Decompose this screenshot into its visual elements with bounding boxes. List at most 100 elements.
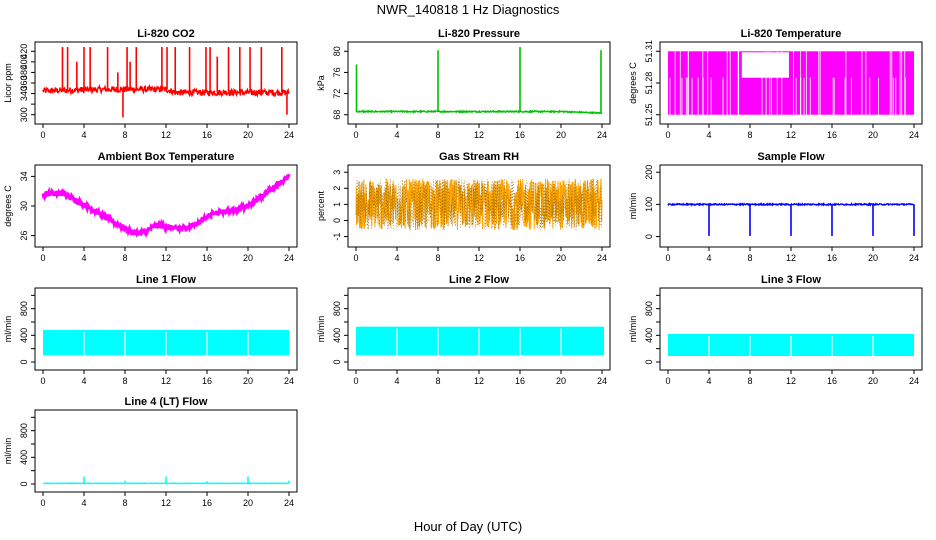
- y-tick-label: 30: [19, 201, 29, 211]
- y-axis-label: ml/min: [3, 316, 13, 343]
- x-tick-label: 20: [243, 130, 253, 140]
- x-tick-label: 16: [202, 376, 212, 386]
- y-tick-label: 0: [332, 218, 342, 223]
- y-tick-label: 300: [19, 107, 29, 122]
- panel-8: Line 3 Flow ml/min 0 4 8 12 16 20 24 0 400 800: [628, 274, 923, 386]
- x-tick-label: 12: [161, 253, 171, 263]
- x-tick-label: 12: [161, 376, 171, 386]
- y-tick-label: 68: [332, 110, 342, 120]
- panel-title: Gas Stream RH: [439, 151, 519, 163]
- plot-box: [34, 287, 298, 371]
- x-tick-label: 0: [40, 498, 45, 508]
- x-tick-label: 8: [435, 253, 440, 263]
- x-tick-label: 20: [556, 253, 566, 263]
- panel-0: Li-820 CO2 Licor ppm 0 4 8 12 16 20 24 300 3403603…: [3, 28, 298, 140]
- x-tick-label: 4: [81, 498, 86, 508]
- plot-box: [34, 164, 298, 248]
- series: [356, 326, 605, 356]
- y-tick-label: 100: [644, 197, 654, 212]
- x-tick-label: 8: [122, 130, 127, 140]
- x-tick-label: 0: [40, 130, 45, 140]
- x-tick-label: 8: [122, 376, 127, 386]
- y-axis-label: kPa: [316, 75, 326, 91]
- panel-title: Li-820 Pressure: [438, 28, 520, 40]
- y-tick-label: 2: [332, 186, 342, 191]
- y-axis-label: Licor ppm: [3, 63, 13, 103]
- panel-7: Line 2 Flow ml/min 0 4 8 12 16 20 24 0 400 800: [316, 274, 611, 386]
- x-tick-label: 12: [786, 130, 796, 140]
- x-tick-label: 12: [161, 130, 171, 140]
- y-tick-label: 400: [644, 328, 654, 343]
- x-tick-label: 20: [243, 376, 253, 386]
- x-tick-label: 12: [474, 130, 484, 140]
- y-tick-label: 420: [19, 44, 29, 59]
- x-tick-label: 16: [202, 253, 212, 263]
- y-tick-label: 800: [332, 301, 342, 316]
- x-tick-label: 16: [202, 130, 212, 140]
- y-tick-label: 400: [19, 328, 29, 343]
- y-tick-label: 0: [19, 359, 29, 364]
- x-tick-label: 16: [827, 130, 837, 140]
- y-tick-label: 0: [19, 481, 29, 486]
- panel-title: Li-820 CO2: [137, 28, 194, 40]
- y-tick-label: 1: [332, 202, 342, 207]
- x-tick-label: 20: [243, 253, 253, 263]
- x-tick-label: 24: [597, 376, 607, 386]
- y-tick-label: 51.28: [644, 72, 654, 95]
- x-tick-label: 24: [284, 253, 294, 263]
- x-tick-label: 4: [706, 130, 711, 140]
- y-tick-label: 0: [644, 359, 654, 364]
- series: [42, 47, 290, 118]
- x-tick-label: 12: [474, 253, 484, 263]
- series-line: [355, 109, 602, 115]
- y-tick-label: 51.25: [644, 103, 654, 126]
- y-tick-label: 0: [332, 359, 342, 364]
- panel-2: Li-820 Temperature degrees C 0 4 8 12 16 20 24 51…: [628, 28, 923, 140]
- panel-title: Line 4 (LT) Flow: [125, 396, 208, 408]
- y-tick-label: 400: [332, 328, 342, 343]
- x-tick-label: 4: [706, 376, 711, 386]
- y-axis-label: ml/min: [628, 316, 638, 343]
- band-lower: [741, 77, 789, 112]
- panel-9: Line 4 (LT) Flow ml/min 0 4 8 12 16 20 24 0 400 800: [3, 396, 298, 508]
- series: [355, 47, 602, 115]
- y-tick-label: 800: [19, 301, 29, 316]
- x-tick-label: 24: [909, 130, 919, 140]
- y-tick-label: 0: [644, 234, 654, 239]
- x-tick-label: 12: [474, 376, 484, 386]
- y-tick-label: 51.31: [644, 40, 654, 63]
- series-line: [41, 173, 291, 239]
- x-tick-label: 0: [353, 130, 358, 140]
- x-tick-label: 0: [353, 376, 358, 386]
- x-tick-label: 0: [665, 376, 670, 386]
- series: [43, 330, 289, 356]
- x-tick-label: 20: [868, 253, 878, 263]
- figure-title: NWR_140818 1 Hz Diagnostics: [377, 2, 560, 17]
- series-line: [42, 83, 290, 99]
- x-tick-label: 20: [556, 376, 566, 386]
- y-axis-label: ml/min: [628, 193, 638, 220]
- x-tick-label: 8: [747, 253, 752, 263]
- y-axis-label: ml/min: [3, 438, 13, 465]
- x-tick-label: 8: [435, 376, 440, 386]
- panel-6: Line 1 Flow ml/min 0 4 8 12 16 20 24 0 400 800: [3, 274, 298, 386]
- x-tick-label: 24: [909, 253, 919, 263]
- x-tick-label: 4: [81, 130, 86, 140]
- series: [668, 51, 914, 115]
- plot-box: [659, 287, 923, 371]
- x-tick-label: 4: [394, 376, 399, 386]
- panel-title: Ambient Box Temperature: [98, 151, 235, 163]
- panel-title: Line 2 Flow: [449, 274, 509, 286]
- y-tick-label: 400: [19, 54, 29, 69]
- x-tick-label: 24: [284, 498, 294, 508]
- panel-title: Line 3 Flow: [761, 274, 821, 286]
- x-tick-label: 20: [868, 130, 878, 140]
- panel-title: Line 1 Flow: [136, 274, 196, 286]
- series: [667, 202, 915, 236]
- x-tick-label: 12: [786, 376, 796, 386]
- series: [668, 334, 914, 356]
- figure-xlabel: Hour of Day (UTC): [414, 519, 522, 534]
- y-tick-label: 800: [644, 301, 654, 316]
